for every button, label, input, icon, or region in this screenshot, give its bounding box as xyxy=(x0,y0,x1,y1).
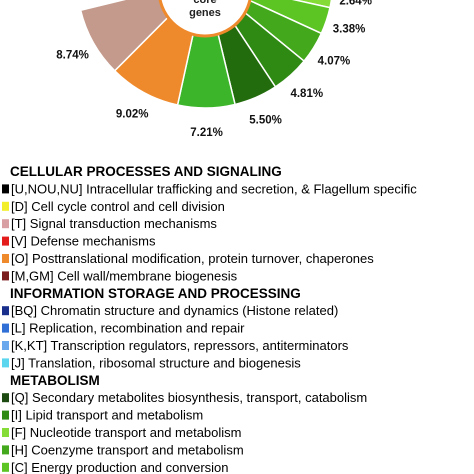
center-text: genes xyxy=(189,7,221,19)
legend-heading: INFORMATION STORAGE AND PROCESSING xyxy=(10,286,301,301)
legend-swatch xyxy=(2,219,9,229)
pie-slice xyxy=(79,0,187,72)
legend-swatch xyxy=(2,184,9,194)
legend-label: [H] Coenzyme transport and metabolism xyxy=(11,442,244,457)
legend-swatch xyxy=(2,201,9,211)
legend-swatch xyxy=(2,271,9,281)
legend-label: [K,KT] Transcription regulators, repress… xyxy=(11,338,349,353)
legend-heading: CELLULAR PROCESSES AND SIGNALING xyxy=(10,164,282,179)
slice-label: 2.64% xyxy=(339,0,372,7)
legend-swatch xyxy=(2,341,9,350)
legend-swatch xyxy=(2,410,9,420)
slice-label: 8.74% xyxy=(56,50,89,62)
legend-label: [C] Energy production and conversion xyxy=(11,460,229,474)
legend-label: [F] Nucleotide transport and metabolism xyxy=(11,425,242,440)
legend-swatch xyxy=(2,306,9,316)
legend-swatch xyxy=(2,323,9,333)
legend-swatch xyxy=(2,445,9,455)
legend-label: [L] Replication, recombination and repai… xyxy=(11,321,245,336)
legend-swatch xyxy=(2,393,9,403)
slice-label: 3.38% xyxy=(333,23,366,35)
slice-label: 9.02% xyxy=(116,108,149,120)
legend-label: [M,GM] Cell wall/membrane biogenesis xyxy=(11,268,238,283)
center-text: core xyxy=(193,0,216,6)
legend-swatch xyxy=(2,428,9,437)
legend-heading: METABOLISM xyxy=(10,373,100,388)
legend-label: [O] Posttranslational modification, prot… xyxy=(11,251,374,266)
slice-label: 5.50% xyxy=(249,114,282,126)
legend-swatch xyxy=(2,254,9,263)
legend-label: [I] Lipid transport and metabolism xyxy=(11,408,203,423)
slice-label: 7.21% xyxy=(190,127,223,139)
legend-swatch xyxy=(2,462,9,472)
legend-swatch xyxy=(2,236,9,246)
slice-label: 4.81% xyxy=(290,88,323,100)
legend-label: [T] Signal transduction mechanisms xyxy=(11,216,217,231)
legend-label: [U,NOU,NU] Intracellular trafficking and… xyxy=(11,181,417,196)
legend-label: [D] Cell cycle control and cell division xyxy=(11,199,225,214)
slice-label: 4.07% xyxy=(318,55,351,67)
legend-label: [J] Translation, ribosomal structure and… xyxy=(11,355,301,370)
center-hole xyxy=(158,0,252,38)
legend-label: [Q] Secondary metabolites biosynthesis, … xyxy=(11,390,367,405)
legend-label: [V] Defense mechanisms xyxy=(11,234,156,249)
legend-label: [BQ] Chromatin structure and dynamics (H… xyxy=(11,303,338,318)
legend-swatch xyxy=(2,358,9,368)
